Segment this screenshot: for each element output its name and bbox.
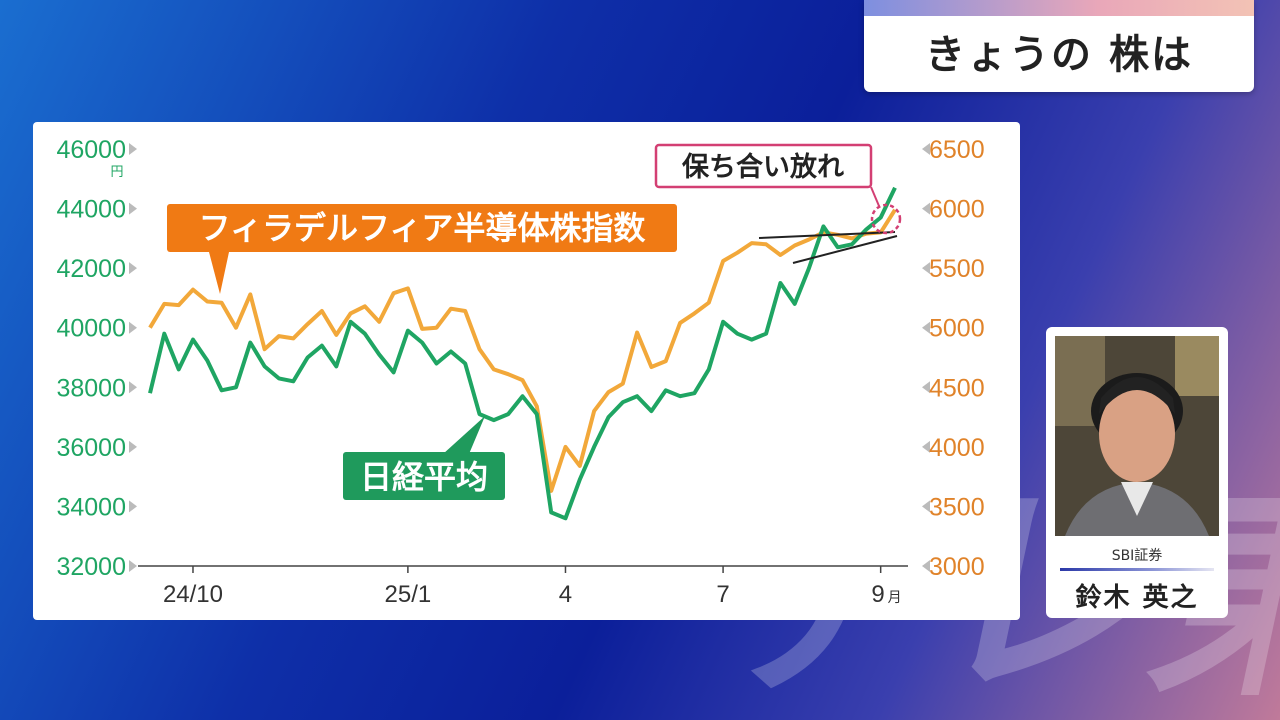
x-axis-unit: 月 (888, 590, 902, 606)
breakout-circle (870, 203, 902, 235)
right-tick-marker (922, 440, 930, 453)
series-label-pointer-sox (209, 252, 229, 294)
series-line-sox (148, 208, 897, 493)
right-tick-label: 4000 (929, 434, 985, 462)
left-tick-marker (129, 560, 137, 572)
left-axis-unit: 円 (110, 165, 123, 180)
left-tick-marker (129, 143, 137, 155)
left-tick-marker (129, 500, 137, 513)
series-label-sox: フィラデルフィア半導体株指数 (199, 209, 647, 247)
left-tick-marker (129, 440, 137, 453)
right-tick-marker (922, 143, 930, 155)
callout-pointer (870, 186, 880, 207)
series-line-nikkei (148, 186, 897, 521)
right-tick-label: 6000 (929, 196, 985, 224)
right-tick-label: 3500 (929, 493, 985, 521)
title-strip (864, 0, 1254, 16)
chart-panel: 32000 34000 36000 38000 40000 42000 44000 46000… (33, 122, 1020, 620)
right-tick-label: 3000 (929, 553, 985, 581)
trendline-upper (758, 231, 896, 239)
left-tick-label: 34000 (56, 493, 126, 521)
left-tick-label: 36000 (56, 434, 126, 462)
left-tick-label: 32000 (56, 553, 126, 581)
left-tick-label: 40000 (56, 315, 126, 343)
x-tick-label: 4 (559, 581, 572, 608)
callout-box (654, 143, 873, 189)
series-label-nikkei: 日経平均 (360, 458, 488, 496)
commentator-card: SBI証券 鈴木 英之 (1046, 327, 1228, 618)
right-tick-marker (922, 321, 930, 334)
series-label-pointer-nikkei (443, 416, 485, 454)
commentator-company: SBI証券 (1111, 548, 1163, 564)
right-tick-marker (922, 381, 930, 394)
callout-label: 保ち合い放れ (681, 151, 844, 183)
card-divider (1060, 568, 1214, 571)
person-silhouette (1055, 336, 1219, 536)
right-tick-label: 5500 (929, 255, 985, 283)
series-label-box-nikkei (343, 452, 505, 500)
right-tick-marker (922, 262, 930, 275)
x-tick-label: 24/10 (163, 581, 223, 608)
left-tick-label: 38000 (56, 374, 126, 402)
x-tick-label: 25/1 (385, 581, 432, 608)
left-tick-marker (129, 321, 137, 334)
right-tick-label: 5000 (929, 315, 985, 343)
right-tick-label: 4500 (929, 374, 985, 402)
right-tick-label: 6500 (929, 136, 985, 164)
title-box: きょうの 株は (864, 0, 1254, 92)
page-title: きょうの 株は (925, 32, 1193, 78)
left-tick-marker (129, 262, 137, 275)
series-label-box-sox (167, 204, 677, 252)
left-tick-marker (129, 202, 137, 215)
left-tick-label: 44000 (56, 196, 126, 224)
x-tick-label: 7 (716, 581, 729, 608)
left-tick-label: 42000 (56, 255, 126, 283)
commentator-name: 鈴木 英之 (1075, 583, 1199, 613)
right-tick-marker (922, 560, 930, 572)
left-tick-label: 46000 (56, 136, 126, 164)
x-tick-label: 9 (871, 581, 884, 608)
right-tick-marker (922, 500, 930, 513)
trendline-lower (792, 235, 898, 264)
line-chart: 3200034000360003800040000420004400046000… (56, 136, 985, 608)
left-tick-marker (129, 381, 137, 394)
commentator-photo (1055, 336, 1219, 536)
right-tick-marker (922, 202, 930, 215)
